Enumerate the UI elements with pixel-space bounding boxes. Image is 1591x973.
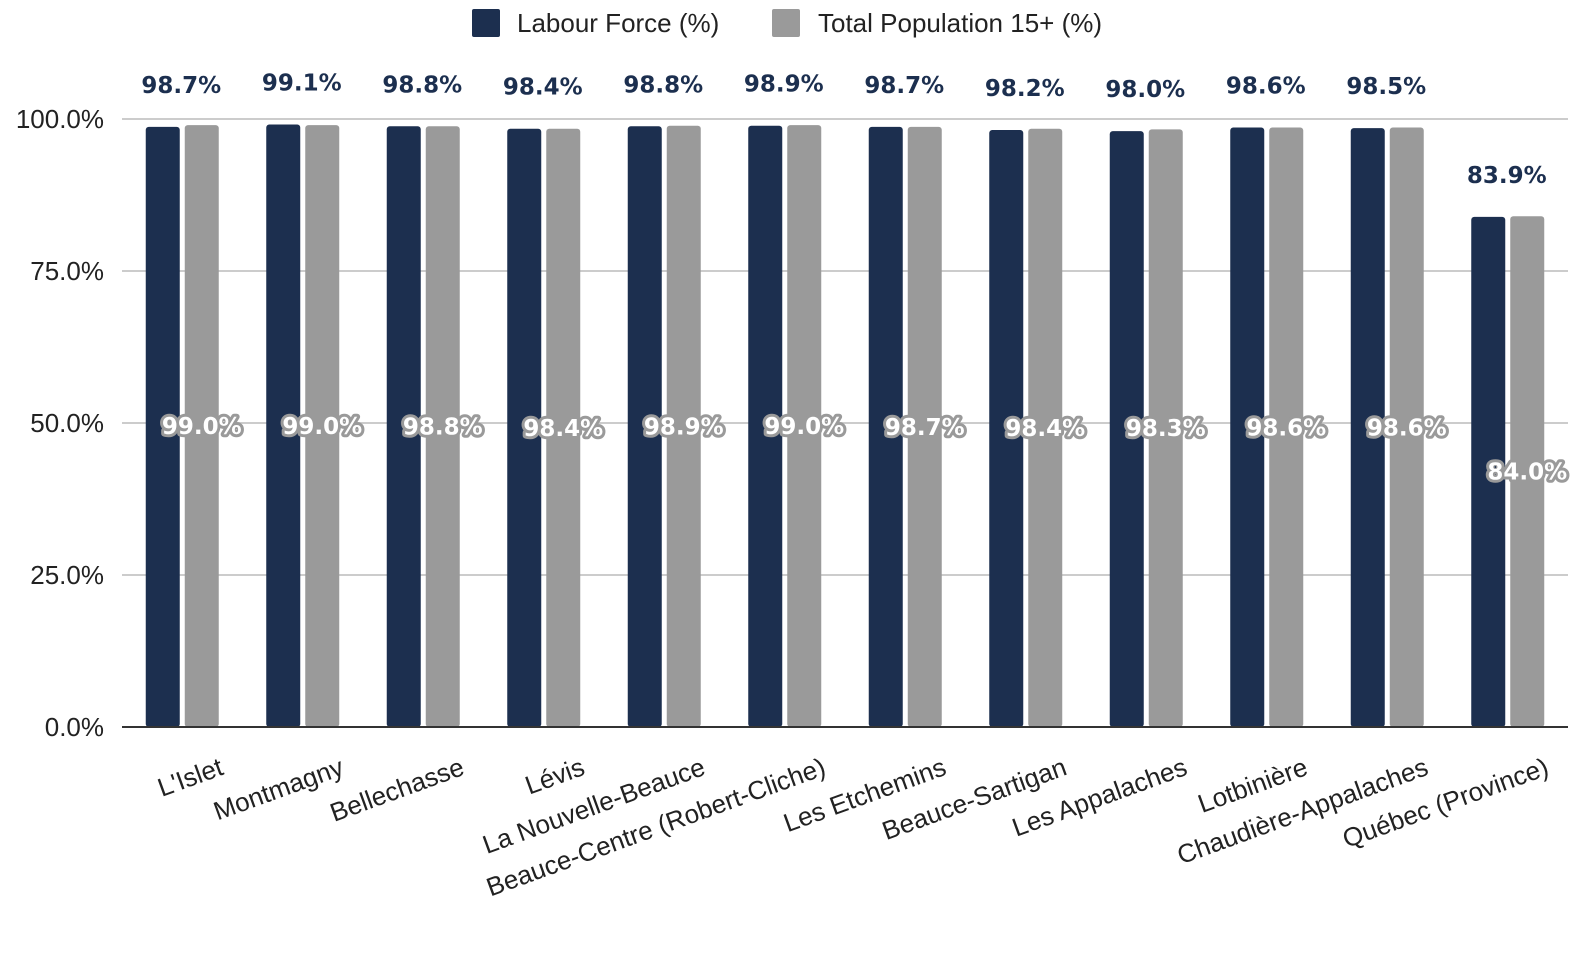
bars <box>145 124 1545 728</box>
bar-total-population <box>1148 129 1183 727</box>
bar-total-population <box>907 126 942 728</box>
data-label-labour-force: 98.8% <box>623 72 703 98</box>
data-label-total-population: 98.8% <box>403 415 483 441</box>
bar-labour-force <box>386 126 421 727</box>
bar-labour-force <box>989 129 1024 728</box>
bar-total-population <box>787 125 822 727</box>
bar-total-population <box>1028 128 1063 727</box>
data-label-total-population: 98.6% <box>1367 415 1447 441</box>
y-axis-ticks: 0.0% 25.0% 50.0% 75.0% 100.0% <box>16 104 104 742</box>
bar-labour-force <box>1230 127 1265 727</box>
data-label-labour-force: 98.9% <box>744 72 824 98</box>
bar-total-population <box>184 125 219 727</box>
data-label-labour-force: 98.4% <box>503 75 583 101</box>
data-label-labour-force: 98.0% <box>1105 77 1185 103</box>
legend-label: Labour Force (%) <box>517 8 719 38</box>
data-label-labour-force: 98.8% <box>382 72 462 98</box>
bar-labour-force <box>1350 128 1385 727</box>
data-label-labour-force: 98.5% <box>1346 74 1426 100</box>
data-label-labour-force: 83.9% <box>1467 163 1547 189</box>
legend-label: Total Population 15+ (%) <box>818 8 1102 38</box>
x-tick-label: Montmagny <box>209 751 347 826</box>
bar-total-population <box>666 125 701 728</box>
y-tick-label: 50.0% <box>30 408 104 438</box>
bar-total-population <box>546 128 581 727</box>
bar-labour-force <box>1109 131 1144 727</box>
data-label-labour-force: 98.6% <box>1226 74 1306 100</box>
bar-labour-force <box>1471 216 1506 727</box>
bar-total-population <box>1269 127 1304 727</box>
y-tick-label: 0.0% <box>45 712 104 742</box>
x-tick-label: Québec (Province) <box>1338 751 1552 853</box>
grid-lines <box>122 118 1568 576</box>
data-label-total-population: 99.0% <box>282 414 362 440</box>
y-tick-label: 25.0% <box>30 560 104 590</box>
bar-labour-force <box>748 125 783 728</box>
x-tick-label: Bellechasse <box>326 751 468 827</box>
data-label-labour-force: 98.7% <box>864 73 944 99</box>
bar-labour-force <box>266 124 301 728</box>
data-label-labour-force: 98.7% <box>141 73 221 99</box>
data-label-total-population: 98.9% <box>644 414 724 440</box>
bar-total-population <box>1389 127 1424 727</box>
data-label-total-population: 98.4% <box>523 416 603 442</box>
data-label-labour-force: 98.2% <box>985 76 1065 102</box>
data-label-labour-force: 99.1% <box>262 70 342 96</box>
data-labels: 98.7% 99.0% 99.1% 99.0% 98.8% 98.8% 98.4% 98.4%… <box>141 70 1570 488</box>
data-label-total-population: 99.0% <box>162 414 242 440</box>
bar-labour-force <box>868 126 903 728</box>
x-tick-label: Lévis <box>521 751 588 800</box>
bar-labour-force <box>145 126 180 728</box>
legend-swatch <box>772 9 800 37</box>
data-label-total-population: 98.3% <box>1126 416 1206 442</box>
bar-labour-force <box>507 128 542 727</box>
bar-total-population <box>425 126 460 727</box>
legend: Labour Force (%) Total Population 15+ (%) <box>472 8 1102 38</box>
legend-swatch <box>472 9 500 37</box>
bar-total-population <box>305 125 340 727</box>
bar-total-population <box>1510 216 1545 727</box>
data-label-total-population: 99.0% <box>764 414 844 440</box>
data-label-total-population: 98.7% <box>885 415 965 441</box>
data-label-total-population: 84.0% <box>1487 460 1567 486</box>
bar-labour-force <box>627 126 662 727</box>
y-tick-label: 75.0% <box>30 256 104 286</box>
y-tick-label: 100.0% <box>16 104 104 134</box>
data-label-total-population: 98.6% <box>1246 415 1326 441</box>
data-label-total-population: 98.4% <box>1005 416 1085 442</box>
